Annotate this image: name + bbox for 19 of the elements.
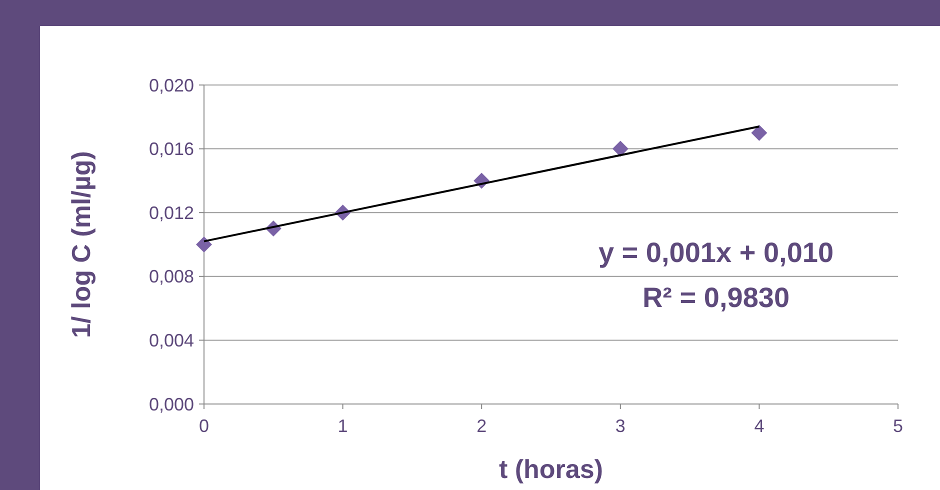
y-tick-label: 0,020 [148,75,194,96]
y-tick-label: 0,000 [148,394,194,414]
x-tick-label: 1 [338,416,348,436]
point [612,140,628,157]
y-tick-label: 0,012 [148,202,194,223]
x-tick-label: 2 [476,416,487,436]
y-tick-label: 0,016 [148,139,194,160]
x-tick-label: 3 [615,416,626,436]
y-tick-label: 0,004 [148,330,194,350]
x-tick-label: 5 [892,416,904,436]
annotation: R² = 0,9830 [642,282,790,313]
y-tick-label: 0,008 [148,266,194,287]
point [751,124,768,141]
x-axis-title: t (horas) [499,454,603,484]
x-tick-label: 0 [198,416,210,436]
x-tick-label: 4 [754,416,764,436]
annotation: y = 0,001x + 0,010 [598,237,834,268]
y-axis-title: 1/ log C (ml/µg) [66,151,96,338]
point [196,236,212,252]
